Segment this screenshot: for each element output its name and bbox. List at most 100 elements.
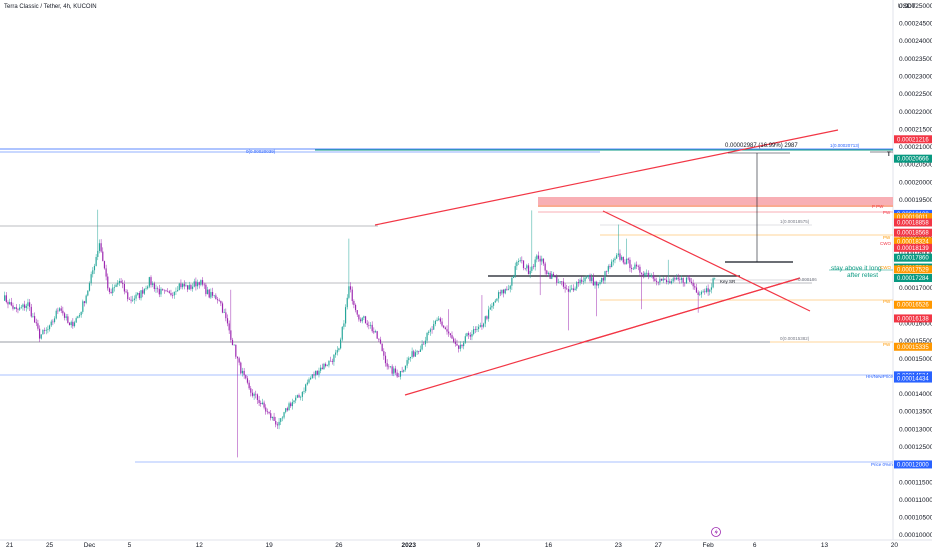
candle-body	[714, 278, 716, 279]
candle-body	[700, 291, 703, 295]
candle-body	[323, 363, 325, 370]
price-badge-label: 0.00020666	[897, 157, 929, 163]
y-tick-label: 0.00025000	[899, 3, 932, 10]
candle-body	[348, 286, 350, 298]
candle-body	[557, 282, 560, 283]
candle-body	[24, 304, 26, 308]
candle-body	[333, 354, 335, 362]
candle-body	[544, 263, 546, 271]
candle-body	[137, 293, 139, 295]
candle-body	[115, 284, 117, 287]
candle-body	[330, 360, 332, 362]
candle-body	[80, 311, 82, 316]
candle-body	[536, 255, 538, 260]
candle-body	[581, 279, 583, 282]
candle-body	[551, 273, 553, 279]
candle-body	[441, 321, 443, 326]
price-badge	[894, 274, 932, 283]
candle-body	[461, 344, 463, 347]
candle-body	[448, 331, 450, 334]
candle-body	[208, 289, 210, 298]
tf-mark-label: T	[887, 152, 891, 158]
candle-body	[423, 343, 425, 345]
candle-body	[354, 304, 357, 311]
candle-body	[107, 276, 109, 289]
candle-body	[679, 279, 681, 280]
candle-body	[399, 371, 402, 377]
candle-body	[394, 368, 397, 373]
candle-body	[644, 272, 646, 276]
price-badge-label: 0.00018139	[897, 246, 929, 252]
candle-body	[7, 302, 9, 305]
ascending-trendline	[579, 277, 801, 344]
candle-body	[622, 256, 624, 263]
candle-body	[43, 330, 46, 331]
candle-body	[198, 282, 200, 285]
candle-body	[692, 282, 694, 287]
chart-title: Terra Classic / Tether, 4h, KUCOIN	[4, 4, 97, 10]
candle-body	[604, 271, 606, 281]
candle-body	[675, 277, 678, 280]
candle-body	[152, 283, 154, 285]
candle-body	[670, 281, 673, 284]
candle-body	[627, 258, 629, 260]
drawing-overlays	[0, 129, 893, 463]
candle-body	[57, 310, 59, 312]
price-badge	[894, 374, 932, 383]
price-badge-label: 0.00018858	[897, 220, 929, 226]
candle-body	[93, 265, 96, 271]
candle-body	[117, 283, 119, 285]
candle-body	[225, 312, 227, 319]
candle-body	[183, 283, 185, 287]
candle-body	[173, 291, 175, 296]
candle-body	[371, 324, 373, 332]
candle-body	[359, 319, 362, 322]
candle-body	[261, 402, 264, 405]
candle-body	[640, 272, 643, 274]
candle-body	[67, 316, 69, 323]
candle-body	[95, 257, 97, 266]
stay-above-note-line2: after retest	[847, 272, 878, 279]
candle-body	[601, 278, 603, 283]
price-badge-label: 0.00017284	[897, 276, 929, 282]
y-tick-label: 0.00020000	[899, 179, 932, 186]
candle-body	[464, 336, 466, 343]
candle-body	[40, 334, 42, 339]
candle-body	[474, 329, 476, 330]
candle-body	[102, 251, 104, 262]
candle-body	[231, 339, 234, 346]
candle-body	[526, 265, 528, 269]
y-tick-label: 0.00018000	[899, 250, 932, 257]
candle-body	[206, 289, 209, 295]
candle-body	[105, 268, 107, 277]
candle-body	[306, 382, 308, 385]
candle-body	[220, 300, 222, 304]
candle-body	[379, 339, 382, 344]
candle-body	[195, 281, 197, 287]
candle-body	[433, 324, 435, 330]
candle-body	[491, 305, 493, 308]
cwo-label: CWO	[880, 241, 891, 246]
candle-body	[293, 400, 295, 403]
candle-body	[609, 266, 611, 268]
lightning-icon[interactable]	[711, 527, 721, 537]
candle-body	[582, 281, 584, 282]
candle-body	[14, 307, 16, 309]
candle-body	[484, 316, 486, 324]
candle-body	[587, 275, 589, 278]
key-sr-label: Key SR	[720, 279, 736, 284]
candle-body	[216, 299, 219, 301]
fib-mid-label: 1(0.00018575)	[780, 219, 810, 224]
x-tick-label: 16	[545, 542, 553, 549]
candle-body	[60, 308, 62, 311]
candle-body	[459, 344, 461, 349]
candle-body	[45, 329, 47, 331]
candle-body	[193, 281, 195, 287]
y-tick-label: 0.00014000	[899, 391, 932, 398]
price-badge-label: 0.00017860	[897, 256, 929, 262]
candle-body	[221, 303, 224, 313]
candle-body	[659, 278, 661, 283]
candle-body	[268, 411, 270, 414]
candle-body	[311, 374, 313, 378]
